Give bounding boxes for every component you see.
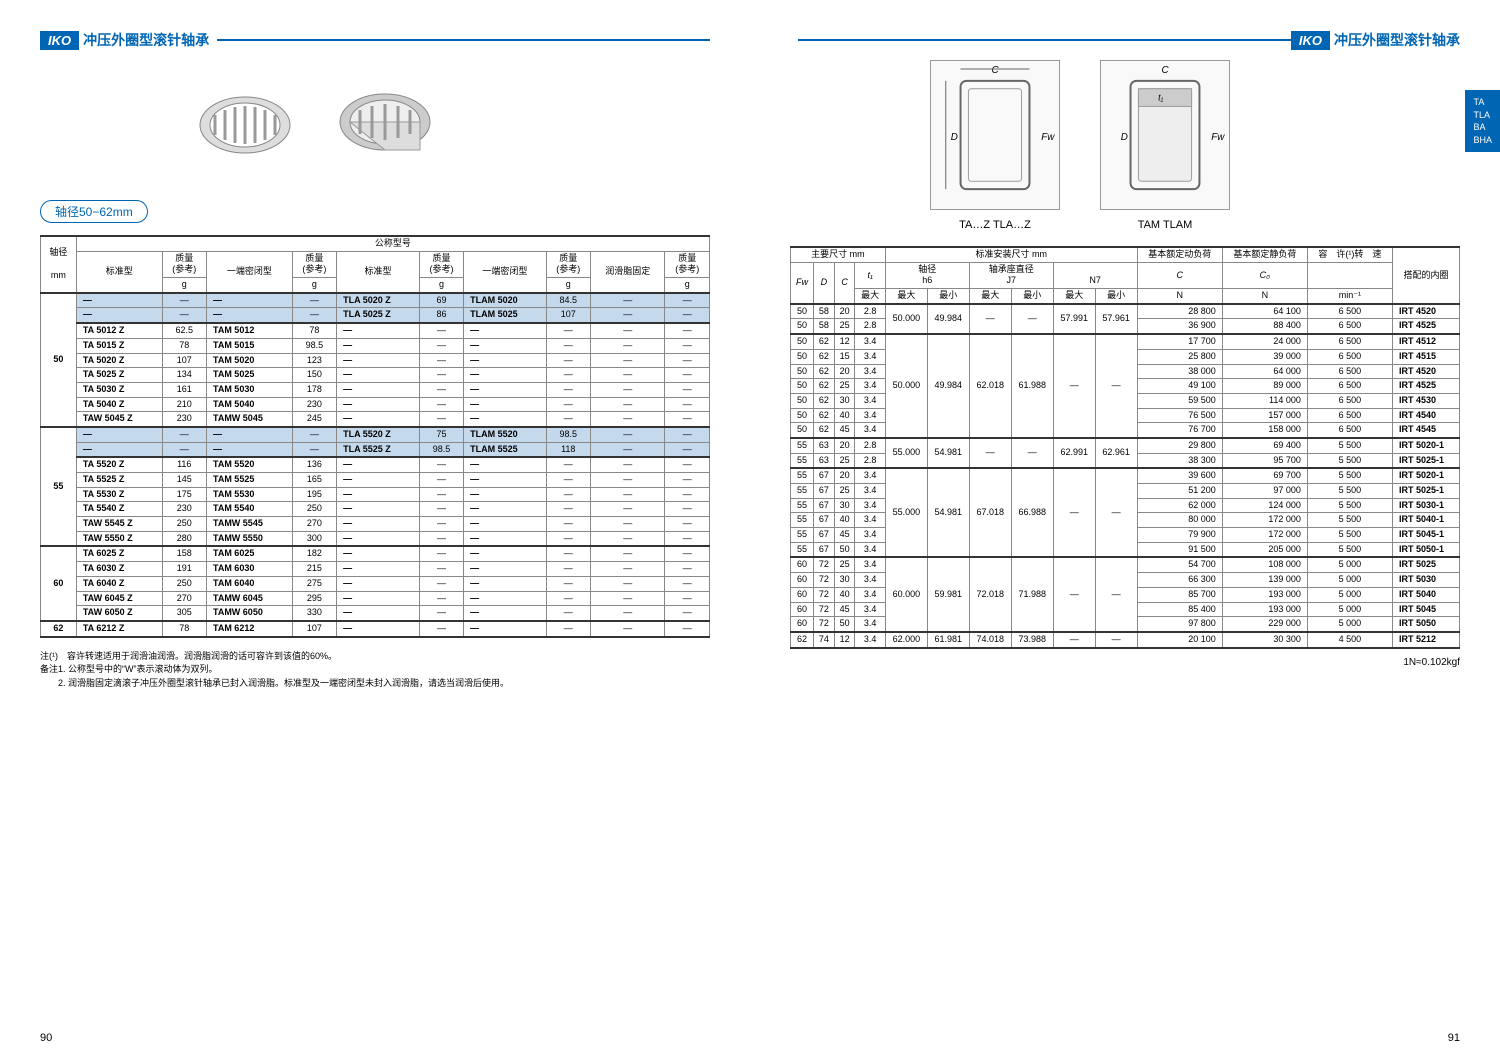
header-title: 冲压外圈型滚针轴承	[1334, 30, 1460, 50]
technical-diagrams: CDFw TA…Z TLA…Z Ct₁DFw TAM TLAM	[930, 60, 1460, 231]
page-number-left: 90	[40, 1032, 52, 1044]
header-right: IKO 冲压外圈型滚针轴承	[790, 30, 1460, 50]
notes: 注(¹) 容许转速适用于润滑油润滑。润滑脂润滑的话可容许到该值的60%。 备注1…	[40, 650, 710, 691]
svg-text:Fw: Fw	[1041, 132, 1055, 143]
logo: IKO	[1291, 31, 1330, 50]
bearing-illustrations	[190, 80, 710, 170]
header-left: IKO 冲压外圈型滚针轴承	[40, 30, 710, 50]
svg-text:D: D	[1121, 132, 1128, 143]
header-title: 冲压外圈型滚针轴承	[83, 30, 209, 50]
svg-text:D: D	[951, 132, 958, 143]
right-table: 主要尺寸 mm标准安装尺寸 mm基本额定动负荷基本额定静负荷容 许(¹)转 速搭…	[790, 246, 1460, 649]
shaft-range-label: 轴径50−62mm	[40, 200, 148, 223]
svg-text:t₁: t₁	[1158, 93, 1163, 103]
unit-conversion: 1N≈0.102kgf	[790, 657, 1460, 668]
left-table: 轴径mm公称型号 标准型质量(参考)一端密闭型质量(参考)标准型质量(参考)一端…	[40, 235, 710, 638]
svg-text:Fw: Fw	[1211, 132, 1225, 143]
logo: IKO	[40, 31, 79, 50]
svg-text:C: C	[1161, 65, 1169, 76]
side-tab: TATLABABHA	[1465, 90, 1500, 152]
svg-text:C: C	[991, 65, 999, 76]
page-number-right: 91	[1448, 1032, 1460, 1044]
